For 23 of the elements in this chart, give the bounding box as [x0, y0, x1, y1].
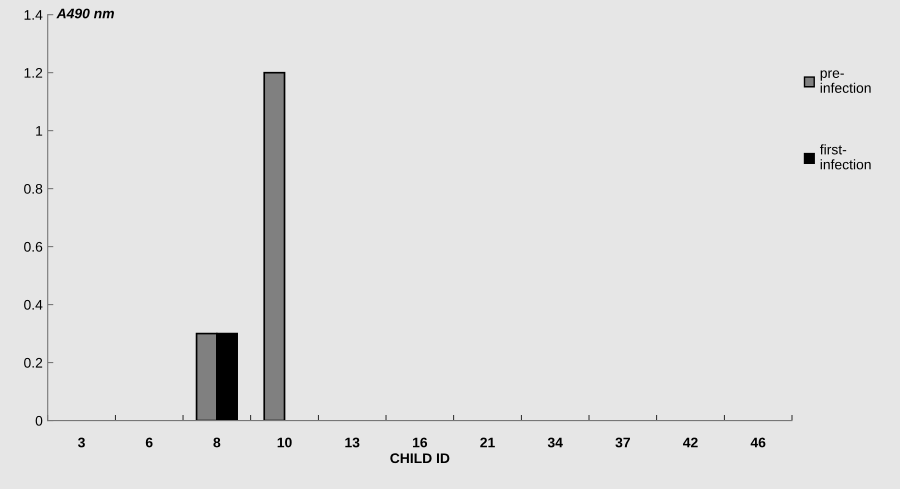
x-tick-label: 16 — [413, 438, 428, 448]
y-tick-label: 0.4 — [24, 300, 42, 310]
y-tick-label: 1 — [36, 126, 42, 136]
x-tick-label: 37 — [615, 438, 630, 448]
legend-label: pre-infection — [820, 70, 871, 93]
y-tick-label: 1.4 — [24, 10, 42, 20]
x-tick-label: 10 — [278, 438, 292, 448]
y-tick-label: 0.8 — [24, 184, 42, 194]
y-tick-label: 0.6 — [24, 242, 42, 252]
y-tick-label: 0.2 — [24, 358, 42, 368]
y-axis-title: A490 nm — [56, 8, 114, 18]
y-tick-label: 1.2 — [24, 68, 42, 78]
x-tick-label: 42 — [682, 438, 698, 448]
y-tick-label: 0 — [36, 416, 42, 426]
x-tick-label: 34 — [548, 438, 563, 448]
x-tick-label: 3 — [78, 438, 85, 448]
x-tick-label: 8 — [213, 438, 220, 448]
x-tick-label: 21 — [480, 438, 495, 448]
x-tick-label: 13 — [345, 438, 360, 448]
x-tick-label: 6 — [146, 438, 153, 448]
legend-label: first-infection — [820, 144, 871, 170]
x-axis-title: CHILD ID — [390, 453, 450, 464]
x-tick-label: 46 — [750, 438, 766, 448]
